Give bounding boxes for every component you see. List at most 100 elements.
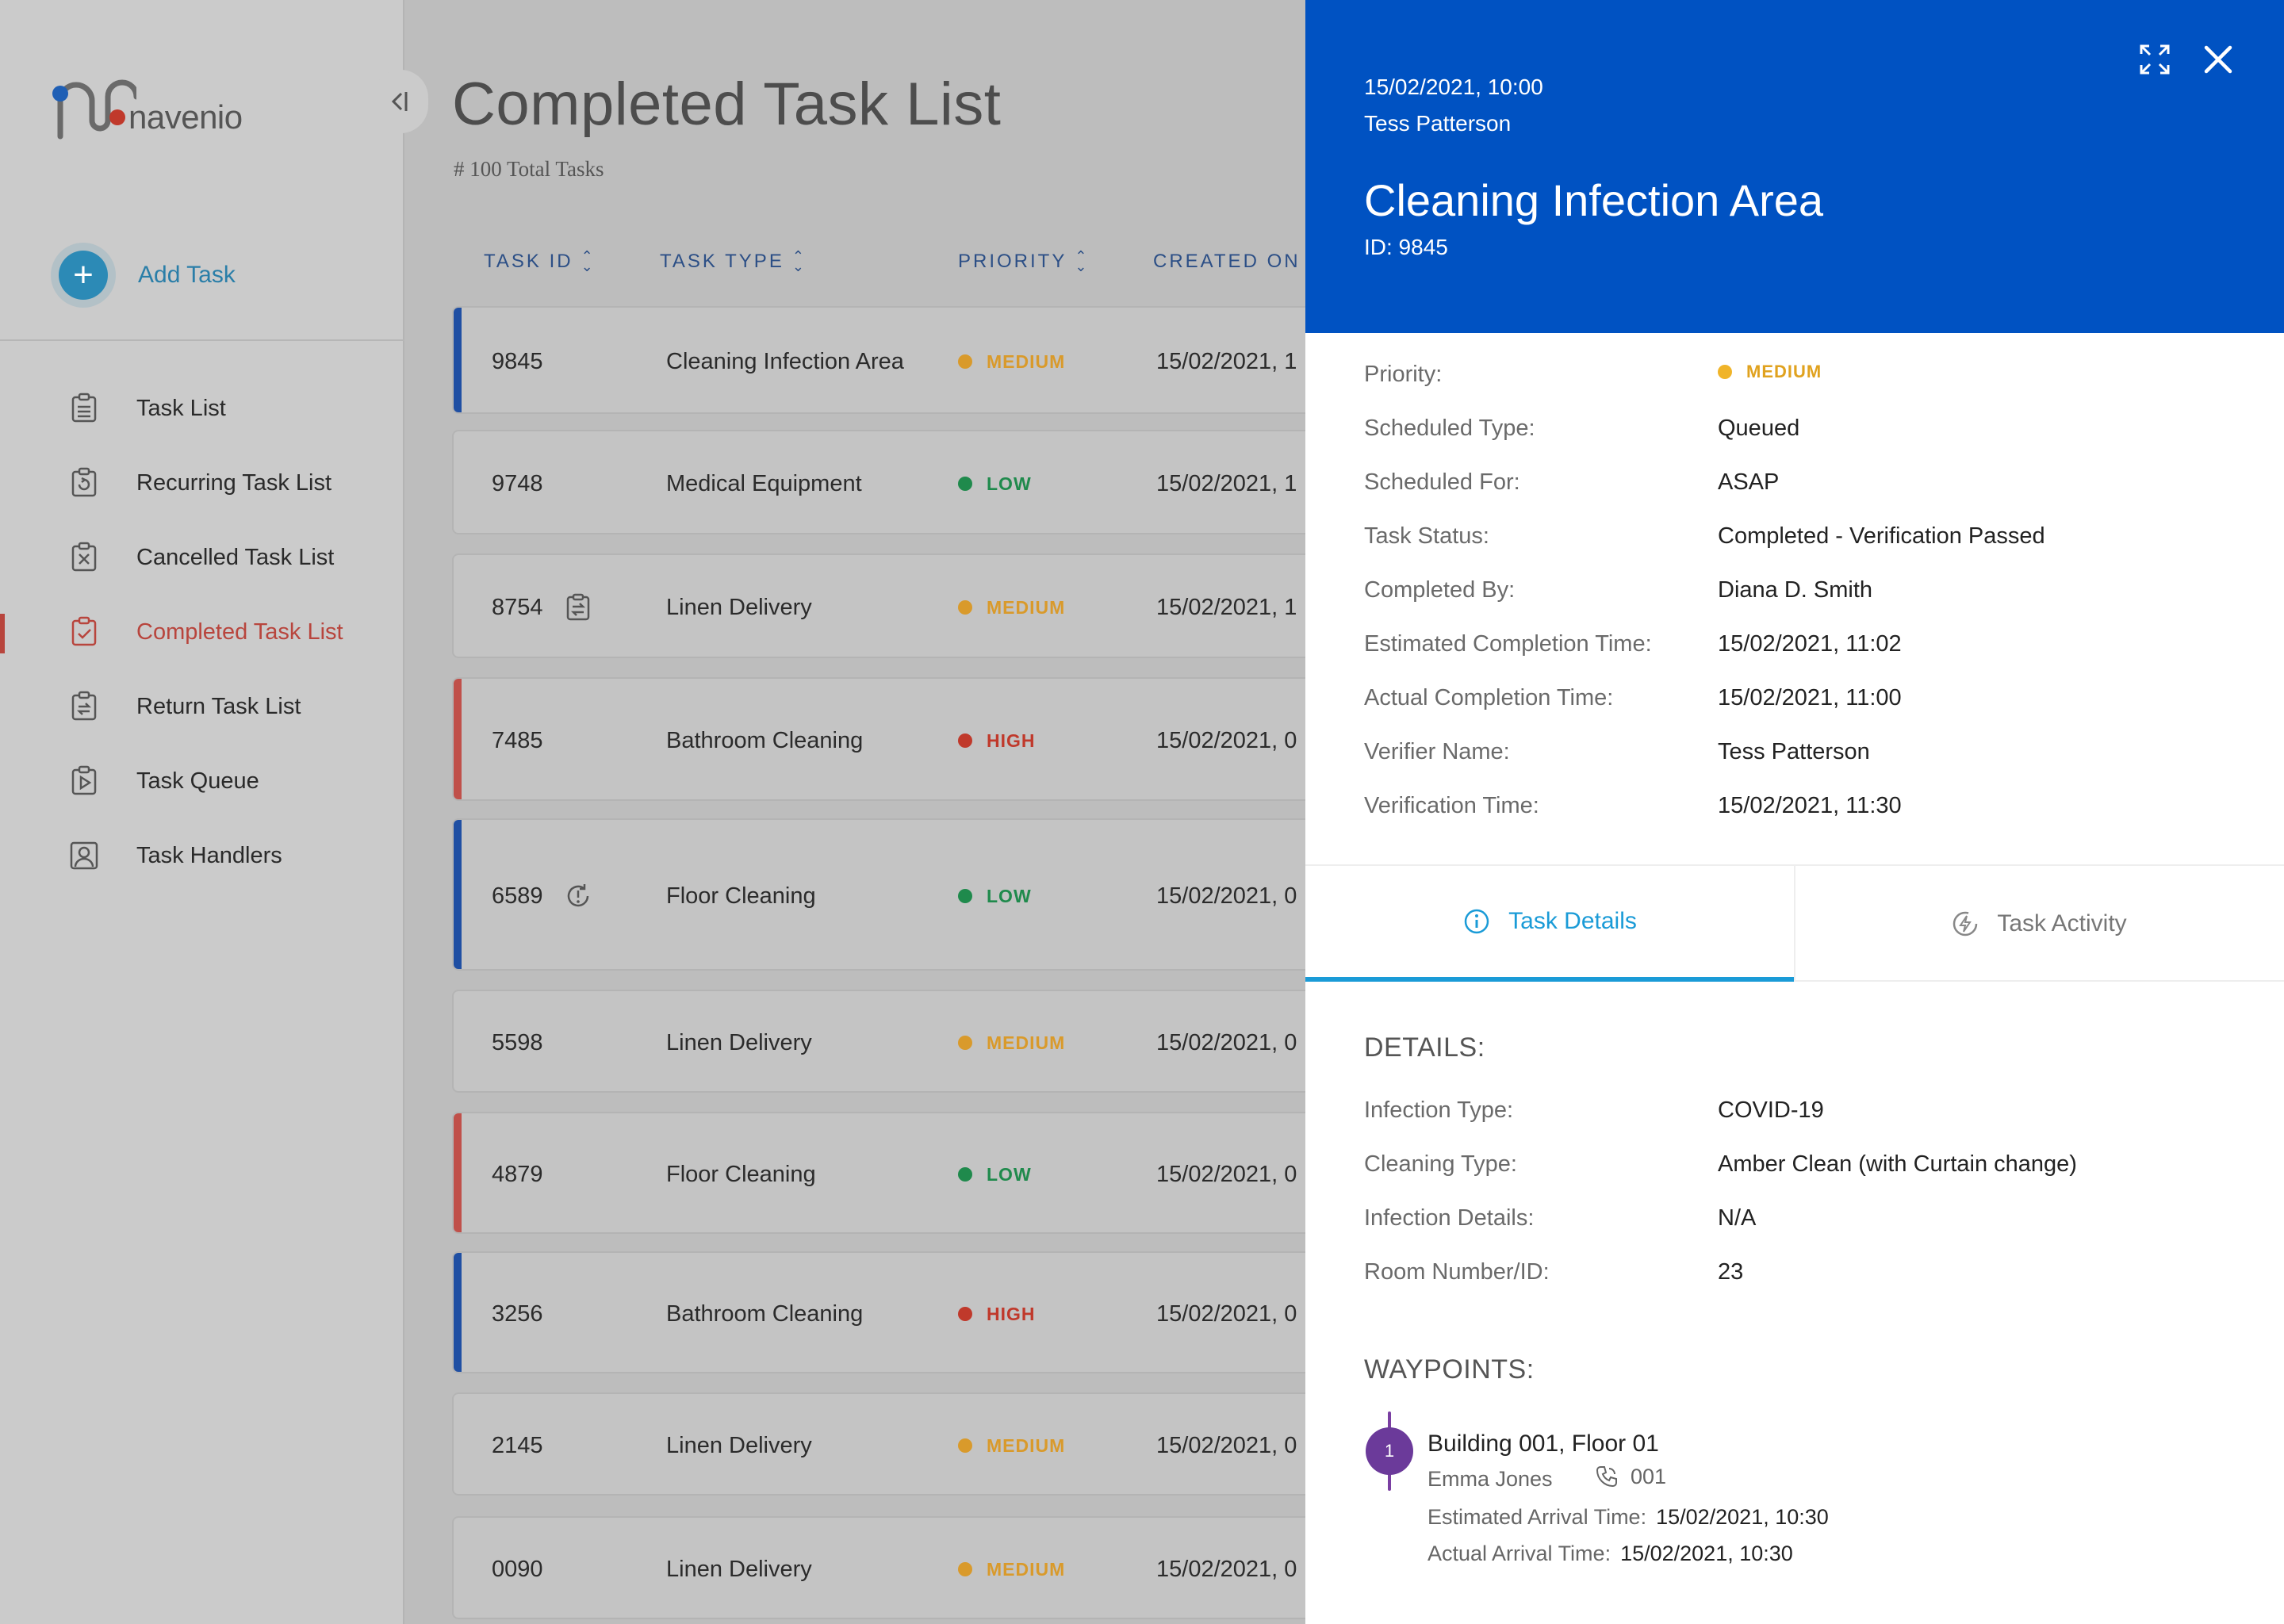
sidebar-item-label: Recurring Task List [136,469,332,496]
info-value: 15/02/2021, 11:30 [1718,793,1902,818]
task-type-cell: Medical Equipment [666,470,862,496]
priority-label: MEDIUM [987,596,1066,618]
column-priority[interactable]: PRIORITY ⌃ ⌄ [958,249,1089,274]
sidebar-item-task-list[interactable]: Task List [0,371,404,446]
task-details: Infection Type: COVID-19 Cleaning Type: Am… [1364,1097,2236,1313]
column-label: PRIORITY [958,251,1067,272]
collapse-icon [391,92,408,111]
detail-key: Infection Type: [1364,1097,1514,1123]
task-id-value: 9845 [492,348,543,374]
page-title: Completed Task List [452,71,1002,138]
handlers-icon [70,841,98,870]
column-label: TASK ID [484,251,573,272]
add-task-button[interactable]: + Add Task [59,251,236,300]
info-key: Verifier Name: [1364,739,1510,764]
table-row[interactable]: 9748 Medical Equipment LOW 15/02/2021, 1 [452,430,1324,534]
task-type-cell: Floor Cleaning [666,1161,816,1187]
detail-value: Amber Clean (with Curtain change) [1718,1151,2077,1177]
detail-row: Room Number/ID: 23 [1364,1259,2236,1313]
sidebar: navenio + Add Task Task List Recurring T… [0,0,428,1624]
queue-icon [71,765,97,795]
info-row: Scheduled Type: Queued [1364,416,2236,469]
column-label: TASK TYPE [660,251,784,272]
sidebar-item-completed-task-list[interactable]: Completed Task List [0,595,404,669]
task-id: ID: 9845 [1364,235,1448,259]
task-id-value: 4879 [492,1161,543,1187]
sort-icon: ⌃ ⌄ [791,248,807,274]
table-header: TASK ID ⌃ ⌄ TASK TYPE ⌃ ⌄ PRIORITY ⌃ ⌄ CREATED… [452,248,1324,282]
sidebar-item-task-queue[interactable]: Task Queue [0,744,404,818]
priority-badge: MEDIUM [958,1027,1065,1059]
detail-value: 23 [1718,1259,1744,1285]
sidebar-item-task-handlers[interactable]: Task Handlers [0,818,404,893]
detail-value: COVID-19 [1718,1097,1824,1123]
priority-badge: HIGH [958,725,1036,756]
sidebar-item-label: Task Handlers [136,842,282,868]
tab-task-activity[interactable]: Task Activity [1794,866,2282,982]
eta-value: 15/02/2021, 10:30 [1656,1505,1829,1529]
task-id-value: 6589 [492,883,543,909]
priority-label: HIGH [987,1303,1036,1324]
waypoint-item: 1 Building 001, Floor 01 Emma Jones 001 … [1364,1411,2236,1570]
sidebar-item-label: Task Queue [136,768,259,794]
column-task-type[interactable]: TASK TYPE ⌃ ⌄ [660,248,807,274]
task-type-cell: Cleaning Infection Area [666,348,904,374]
created-on-cell: 15/02/2021, 1 [1156,348,1297,374]
sidebar-divider [0,339,404,341]
created-on-cell: 15/02/2021, 1 [1156,470,1297,496]
priority-badge: LOW [958,880,1032,912]
task-id-value: 9748 [492,470,543,496]
priority-label: MEDIUM [987,1558,1066,1580]
table-row[interactable]: 4879 Floor Cleaning LOW 15/02/2021, 0 [452,1112,1324,1234]
priority-dot [958,1036,972,1050]
task-id-value: 2145 [492,1432,543,1458]
task-title: Cleaning Infection Area [1364,175,1824,225]
table-row[interactable]: 2145 Linen Delivery MEDIUM 15/02/2021, 0 [452,1392,1324,1496]
table-row[interactable]: 3256 Bathroom Cleaning HIGH 15/02/2021, 0 [452,1251,1324,1373]
panel-tabs: Task Details Task Activity [1305,864,2284,982]
collapse-sidebar-button[interactable] [373,70,428,133]
row-accent-bar [454,1113,462,1232]
task-datetime: 15/02/2021, 10:00 [1364,75,1543,99]
expand-icon[interactable] [2138,43,2171,76]
info-value: Diana D. Smith [1718,577,1873,603]
task-id-cell: 0090 [492,1553,543,1585]
sidebar-item-cancelled-task-list[interactable]: Cancelled Task List [0,520,404,595]
recurring-task-icon [543,882,592,910]
actual-arrival: Actual Arrival Time: 15/02/2021, 10:30 [1428,1542,1793,1566]
priority-badge: MEDIUM [1718,362,1822,382]
info-row: Scheduled For: ASAP [1364,469,2236,523]
created-on-cell: 15/02/2021, 0 [1156,1556,1297,1582]
detail-value: N/A [1718,1205,1757,1231]
tab-task-details[interactable]: Task Details [1305,866,1794,982]
task-id-cell: 2145 [492,1430,543,1461]
priority-dot [958,354,972,369]
row-accent-bar [454,308,462,412]
row-accent-bar [454,679,462,799]
task-id-value: 0090 [492,1556,543,1582]
close-icon[interactable] [2200,41,2236,78]
task-id-cell: 9748 [492,468,543,500]
table-row[interactable]: 6589 Floor Cleaning LOW 15/02/2021, 0 [452,818,1324,971]
waypoint-phone: 001 [1594,1464,1666,1489]
table-row[interactable]: 0090 Linen Delivery MEDIUM 15/02/2021, 0 [452,1516,1324,1619]
table-row[interactable]: 8754 Linen Delivery MEDIUM 15/02/2021, 1 [452,553,1324,658]
column-task-id[interactable]: TASK ID ⌃ ⌄ [484,248,596,274]
table-row[interactable]: 7485 Bathroom Cleaning HIGH 15/02/2021, 0 [452,677,1324,801]
task-type-cell: Floor Cleaning [666,883,816,909]
table-row[interactable]: 9845 Cleaning Infection Area MEDIUM 15/02/2… [452,306,1324,414]
sort-icon: ⌃ ⌄ [581,248,596,274]
sidebar-item-recurring-task-list[interactable]: Recurring Task List [0,446,404,520]
panel-header: 15/02/2021, 10:00 Tess Patterson Cleanin… [1305,0,2284,333]
priority-dot [958,1307,972,1321]
info-value: 15/02/2021, 11:00 [1718,685,1902,710]
column-created-on[interactable]: CREATED ON [1153,251,1301,273]
info-key: Completed By: [1364,577,1516,603]
task-type-cell: Linen Delivery [666,1556,812,1582]
detail-row: Cleaning Type: Amber Clean (with Curtain … [1364,1151,2236,1205]
sidebar-item-return-task-list[interactable]: Return Task List [0,669,404,744]
priority-label: MEDIUM [987,1032,1066,1053]
created-on-cell: 15/02/2021, 0 [1156,1432,1297,1458]
row-accent-bar [454,1253,462,1372]
table-row[interactable]: 5598 Linen Delivery MEDIUM 15/02/2021, 0 [452,990,1324,1093]
